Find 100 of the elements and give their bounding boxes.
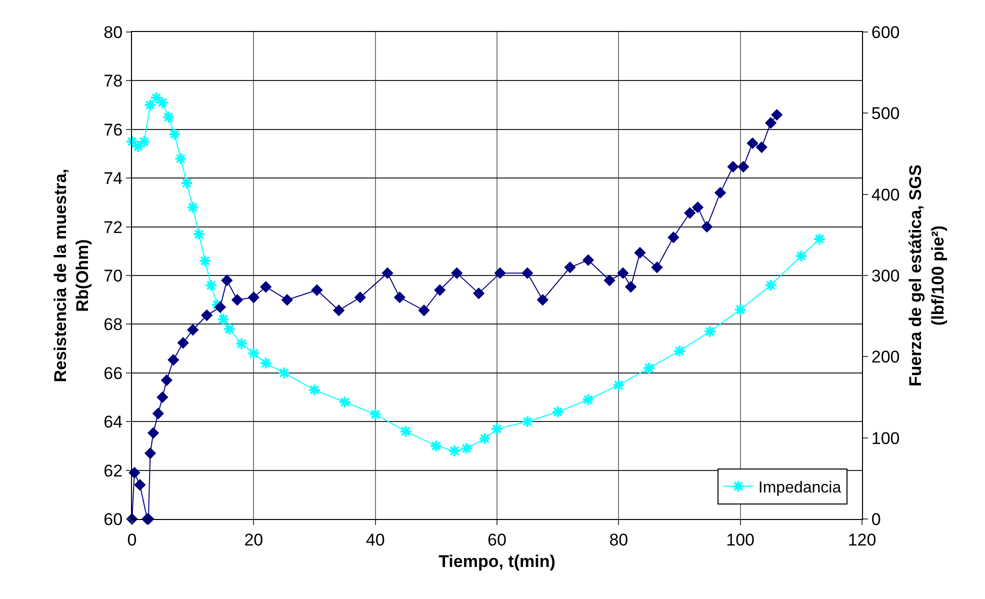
x-tick-label: 120 <box>848 530 876 550</box>
point <box>168 128 181 141</box>
point <box>460 442 473 455</box>
point <box>701 220 713 233</box>
point <box>156 391 168 404</box>
point <box>494 267 506 279</box>
legend-label: Impedancia <box>758 480 842 497</box>
point <box>746 137 758 150</box>
point <box>186 200 200 214</box>
x-tick-label: 0 <box>127 530 137 550</box>
point <box>727 160 739 173</box>
point <box>673 344 686 358</box>
point <box>472 288 485 300</box>
point <box>522 267 534 279</box>
point <box>200 309 213 322</box>
point <box>624 281 637 293</box>
point <box>582 254 594 266</box>
y2-axis-title: Fuerza de gel estática, SGS (lbf/100 pie²) <box>906 164 948 387</box>
point <box>248 292 260 304</box>
y-tick-label: 64 <box>104 412 123 432</box>
point <box>354 292 366 304</box>
y2-tick-label: 600 <box>871 22 900 42</box>
point <box>582 393 595 406</box>
point <box>692 201 704 214</box>
point <box>451 267 463 279</box>
x-axis-title: Tiempo, t(min) <box>438 552 556 571</box>
point <box>756 141 768 154</box>
point <box>128 466 140 479</box>
y2-tick-label: 100 <box>871 428 900 448</box>
point <box>714 186 726 199</box>
y-tick-label: 62 <box>104 461 123 480</box>
x-tick-label: 80 <box>609 530 628 550</box>
point <box>221 274 233 286</box>
point <box>144 98 157 112</box>
point <box>651 262 663 274</box>
y2-tick-label: 200 <box>871 348 900 367</box>
point <box>394 292 406 304</box>
point <box>617 267 629 279</box>
point <box>668 232 680 244</box>
y2-tick-label: 0 <box>871 510 881 529</box>
point <box>177 337 189 349</box>
point <box>174 152 188 166</box>
y-tick-label: 60 <box>104 510 123 529</box>
point <box>198 254 212 268</box>
x-tick-label: 60 <box>488 530 506 550</box>
point <box>235 337 248 350</box>
point <box>813 232 826 246</box>
y2-tick-label: 300 <box>871 266 900 286</box>
point <box>150 91 163 104</box>
point <box>430 440 443 452</box>
point <box>281 294 293 306</box>
point <box>210 298 224 312</box>
point <box>338 396 352 409</box>
point <box>551 405 564 418</box>
point <box>192 228 206 240</box>
x-tick-label: 40 <box>366 530 385 550</box>
point <box>204 278 218 292</box>
y-tick-label: 76 <box>104 120 123 140</box>
point <box>231 294 244 306</box>
point <box>160 374 173 386</box>
point <box>490 422 504 436</box>
point <box>222 322 236 336</box>
point <box>399 424 412 438</box>
point <box>278 366 290 380</box>
y2-tick-label: 400 <box>871 185 900 204</box>
y-tick-label: 66 <box>104 364 123 383</box>
point <box>642 362 656 374</box>
point <box>418 304 430 316</box>
point <box>147 427 160 439</box>
point <box>180 176 194 190</box>
y-tick-label: 80 <box>104 22 123 42</box>
point <box>186 324 199 336</box>
point <box>536 294 548 306</box>
point <box>764 117 777 129</box>
x-tick-label: 100 <box>726 530 755 550</box>
y2-tick-label: 500 <box>871 104 900 124</box>
y-axis-title: Resistencia de la muestra, Rb(Ohm) <box>51 168 92 382</box>
point <box>332 304 345 316</box>
y-tick-label: 74 <box>104 169 123 188</box>
point <box>214 301 226 313</box>
point <box>634 246 646 259</box>
point <box>144 447 156 460</box>
point <box>259 356 272 370</box>
point <box>521 415 534 428</box>
point <box>134 479 146 491</box>
point <box>152 408 164 420</box>
y-tick-label: 70 <box>104 266 123 286</box>
point <box>216 312 230 326</box>
point <box>770 108 783 121</box>
point <box>738 160 750 173</box>
point <box>156 96 169 110</box>
y-tick-label: 78 <box>104 72 123 91</box>
point <box>162 110 175 124</box>
point <box>764 278 778 292</box>
point <box>684 207 696 219</box>
point <box>478 432 492 446</box>
point <box>434 284 446 296</box>
point <box>168 354 180 366</box>
point <box>794 250 808 262</box>
point <box>448 444 461 458</box>
